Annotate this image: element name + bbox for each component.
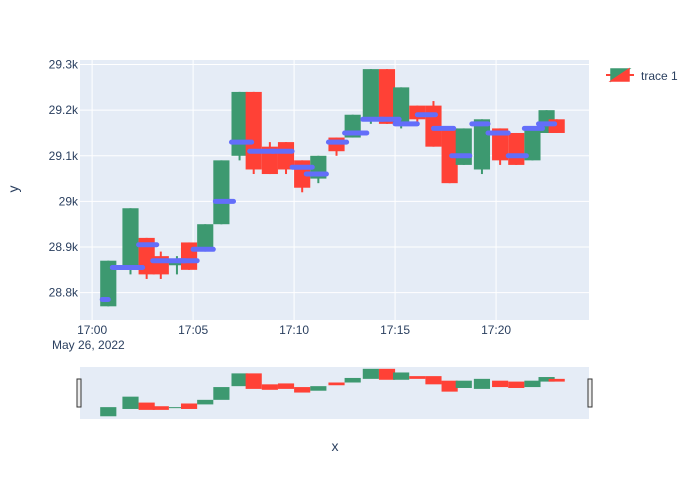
candle-body[interactable] [508,132,525,165]
rangeslider-candle [473,378,491,389]
rangeslider-candle [122,396,139,409]
rangeslider-candle [548,378,565,382]
y-tick-label: 29.3k [49,58,79,72]
candle-body[interactable] [100,260,117,307]
candle-body[interactable] [492,128,509,161]
y-tick-label: 28.9k [49,240,79,254]
y-axis-title: y [5,186,21,193]
mean-markers-layer [99,112,558,302]
x-tick-label: 17:15 [380,323,410,337]
x-date-label: May 26, 2022 [52,338,125,352]
rangeslider-candle [328,382,345,386]
x-tick-label: 17:20 [481,323,511,337]
rangeslider-area[interactable] [80,367,589,419]
legend-swatch-decreasing [608,67,630,82]
rangeslider-candle [393,372,410,380]
y-tick-label: 29k [59,194,79,208]
candle-body[interactable] [245,91,262,170]
rangeslider-candle [180,403,198,409]
rangeslider-candle [425,376,442,385]
rangeslider-candle [138,402,155,410]
rangeslider-candle [378,368,396,380]
rangeslider-candle [152,406,169,410]
rangeslider-candle [344,377,361,383]
candle-body[interactable] [231,91,248,156]
candle-body[interactable] [473,119,491,170]
y-axis-ticks: 28.8k 28.9k 29k 29.1k 29.2k 29.3k [49,58,79,300]
candle-body[interactable] [393,87,410,124]
rangeslider-candle [441,380,458,392]
x-tick-label: 17:00 [77,323,107,337]
x-axis-ticks: 17:00 17:05 17:10 17:15 17:20 [77,323,511,337]
rangeslider-candle [245,373,262,389]
rangeslider-candle [168,407,186,409]
candle-body[interactable] [455,128,472,165]
candle-body[interactable] [378,69,396,124]
rangeslider-candle [524,380,541,388]
grid-lines [80,60,589,320]
rangeslider-candle [409,376,426,379]
rangeslider-candle [455,380,472,388]
y-tick-label: 29.1k [49,149,79,163]
rangeslider-candle [100,407,117,417]
rangeslider-candle [538,377,555,382]
rangeslider-candle [294,387,311,393]
legend[interactable]: trace 1 [606,67,678,83]
rangeslider-candle [231,373,248,387]
rangeslider-candles [100,368,565,417]
rangeslider-handle-right[interactable] [587,378,593,408]
x-axis-title: x [332,438,339,454]
rangeslider-handle-left[interactable] [76,378,82,408]
candle-body[interactable] [362,69,379,120]
y-tick-label: 28.8k [49,286,79,300]
rangeslider-candle [277,383,295,389]
rangeslider-candle [310,386,327,391]
rangeslider-candle [197,399,214,405]
plot-area[interactable] [80,60,589,320]
rangeslider-candle [261,384,278,390]
candle-body[interactable] [524,128,541,161]
candle-body[interactable] [197,224,214,248]
rangeslider-candle [508,381,525,388]
rangeslider-candle [362,368,379,379]
candle-body[interactable] [180,242,198,270]
legend-label: trace 1 [641,69,678,83]
legend-item-trace-1[interactable]: trace 1 [606,67,678,83]
candle-body[interactable] [213,160,230,225]
rangeslider-candle [213,387,230,400]
y-tick-label: 29.2k [49,103,79,117]
rangeslider-candle [492,380,509,388]
x-tick-label: 17:05 [178,323,208,337]
x-tick-label: 17:10 [279,323,309,337]
candle-body[interactable] [122,208,139,270]
